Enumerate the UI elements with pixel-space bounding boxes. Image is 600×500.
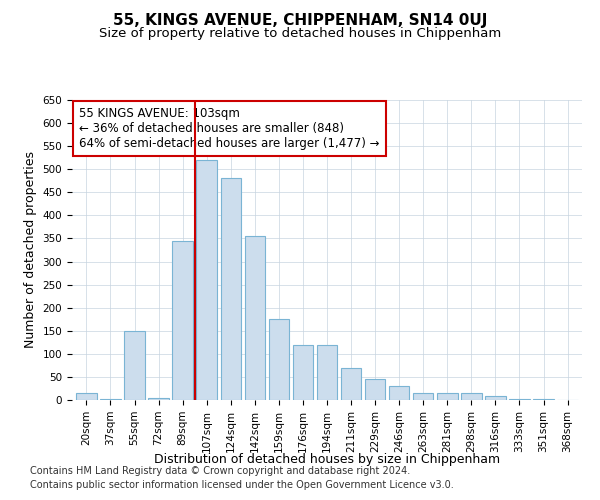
Bar — [485, 396, 506, 400]
Bar — [196, 160, 217, 400]
Text: Contains HM Land Registry data © Crown copyright and database right 2024.: Contains HM Land Registry data © Crown c… — [30, 466, 410, 476]
Bar — [317, 344, 337, 400]
Bar — [269, 319, 289, 400]
Bar — [365, 379, 385, 400]
Bar — [221, 178, 241, 400]
Bar — [76, 393, 97, 400]
Bar — [437, 393, 458, 400]
Bar — [461, 393, 482, 400]
Text: Distribution of detached houses by size in Chippenham: Distribution of detached houses by size … — [154, 452, 500, 466]
Text: 55 KINGS AVENUE: 103sqm
← 36% of detached houses are smaller (848)
64% of semi-d: 55 KINGS AVENUE: 103sqm ← 36% of detache… — [79, 107, 380, 150]
Text: 55, KINGS AVENUE, CHIPPENHAM, SN14 0UJ: 55, KINGS AVENUE, CHIPPENHAM, SN14 0UJ — [113, 12, 487, 28]
Bar — [100, 398, 121, 400]
Bar — [172, 241, 193, 400]
Y-axis label: Number of detached properties: Number of detached properties — [24, 152, 37, 348]
Text: Size of property relative to detached houses in Chippenham: Size of property relative to detached ho… — [99, 28, 501, 40]
Bar — [533, 399, 554, 400]
Bar — [389, 386, 409, 400]
Bar — [509, 399, 530, 400]
Bar — [413, 393, 433, 400]
Bar — [124, 331, 145, 400]
Text: Contains public sector information licensed under the Open Government Licence v3: Contains public sector information licen… — [30, 480, 454, 490]
Bar — [148, 398, 169, 400]
Bar — [245, 236, 265, 400]
Bar — [341, 368, 361, 400]
Bar — [293, 344, 313, 400]
